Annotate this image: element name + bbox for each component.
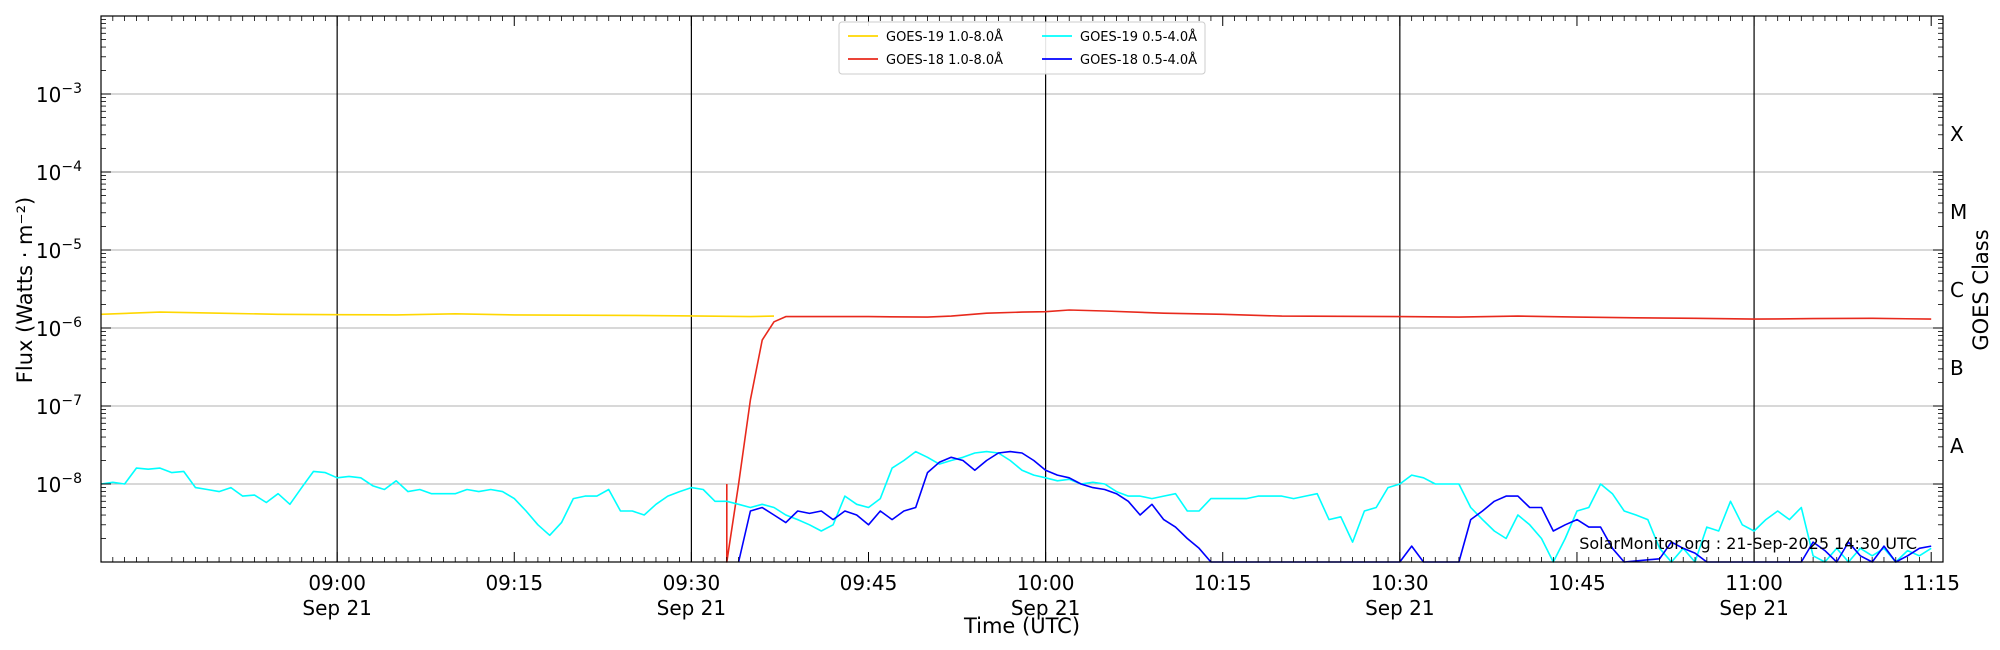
legend-label: GOES-18 1.0-8.0Å [886,52,1003,68]
x-tick-label: 10:45 [1548,571,1606,595]
x-axis-title: Time (UTC) [963,614,1080,638]
series-layer [100,309,1932,563]
y-tick-label: 10−6 [36,315,82,341]
x-tick-label: 10:00 [1017,571,1075,595]
x-tick-label: 09:30 [663,571,721,595]
goes-class-labels: A B C M X [1950,122,1967,458]
x-tick-label: 11:15 [1902,571,1960,595]
legend-label: GOES-19 1.0-8.0Å [886,29,1003,45]
series-line-2 [725,309,1932,563]
x-tick-label: 11:00 [1725,571,1783,595]
x-tick-label: 09:45 [840,571,898,595]
goes-class-label: B [1950,356,1964,380]
watermark-text: SolarMonitor.org : 21-Sep-2025 14:30 UTC [1579,534,1917,553]
y-axis-title: Flux (Watts · m⁻²) [13,197,37,383]
x-tick-label: 09:00 [308,571,366,595]
goes-class-label: M [1950,200,1967,224]
x-tick-label: 10:15 [1194,571,1252,595]
y-tick-label: 10−8 [36,471,82,497]
y2-axis-title: GOES Class [1969,229,1993,350]
grid-lines [101,93,1943,485]
x-tick-label: 10:30 [1371,571,1429,595]
x-tick-date-label: Sep 21 [302,596,372,620]
y-tick-label: 10−4 [36,159,82,185]
y-tick-label: 10−5 [36,237,82,263]
goes-class-label: A [1950,434,1964,458]
series-line-3 [100,450,1932,563]
x-tick-date-label: Sep 21 [1365,596,1435,620]
series-line-1 [100,311,775,318]
x-tick-date-label: Sep 21 [657,596,727,620]
y-tick-label: 10−3 [36,81,82,107]
y-tick-label: 10−7 [36,393,82,419]
goes-class-label: C [1950,278,1964,302]
y-axis-ticks: 10−8 10−7 10−6 10−5 10−4 10−3 [36,15,1943,563]
x-tick-date-label: Sep 21 [1719,596,1789,620]
series-line-4 [737,450,1932,563]
legend: GOES-19 1.0-8.0Å GOES-18 1.0-8.0Å GOES-19 … [838,21,1206,75]
x-tick-date-label: Sep 21 [1011,596,1081,620]
x-tick-label: 09:15 [485,571,543,595]
legend-label: GOES-19 0.5-4.0Å [1080,29,1197,45]
legend-label: GOES-18 0.5-4.0Å [1080,52,1197,68]
goes-class-label: X [1950,122,1964,146]
legend-box [838,21,1206,75]
